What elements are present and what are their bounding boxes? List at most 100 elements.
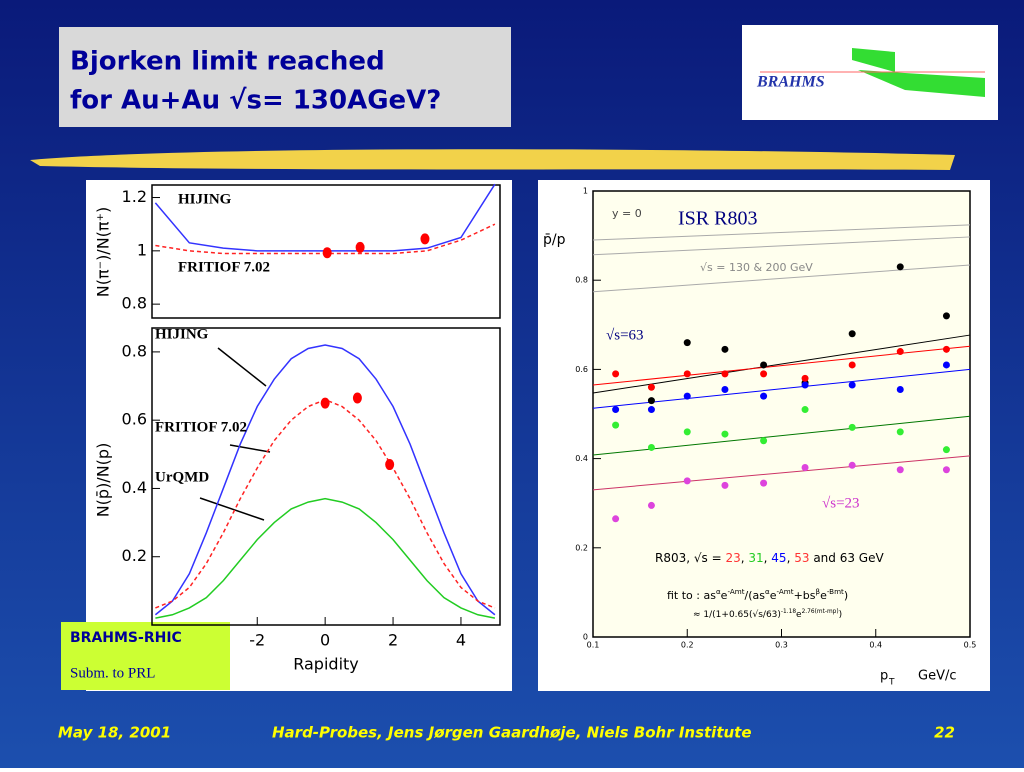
fit-line [592, 415, 971, 456]
data-point [801, 464, 809, 472]
data-point [801, 374, 809, 382]
y-tick-label: 0.4 [122, 478, 147, 497]
legend-part: 53 [794, 551, 809, 565]
data-point [721, 481, 729, 489]
data-point [760, 361, 768, 369]
plot-frame [151, 327, 501, 626]
fit-line [592, 345, 971, 386]
y-tick-label: 0.2 [575, 543, 588, 552]
data-point [612, 515, 620, 523]
fit-line [592, 455, 971, 491]
legend-part: 31 [748, 551, 763, 565]
note-text: Subm. to PRL [70, 665, 155, 681]
data-point [612, 370, 620, 378]
fit-approx-part: 2.76(mt-mp) [802, 609, 839, 615]
footer-date: May 18, 2001 [58, 724, 171, 742]
data-point [647, 397, 655, 405]
data-point [942, 446, 950, 454]
fit-formula-part: α [716, 587, 721, 596]
y-axis-label: N(p̄)/N(p) [94, 443, 113, 518]
footer-event: Hard-Probes, Jens Jørgen Gaardhøje, Niel… [272, 724, 752, 742]
x-axis-label: p [880, 669, 888, 684]
y-tick-label: 0.8 [575, 276, 588, 285]
data-point [647, 443, 655, 451]
data-point [760, 392, 768, 400]
x-tick-label: 0.5 [964, 641, 977, 650]
data-point [896, 348, 904, 356]
fit-approx-part: ≈ 1/(1+0.65(√s/63) [693, 609, 781, 620]
fit-formula-part: fit to : as [667, 589, 716, 602]
data-point [683, 370, 691, 378]
annotation: y = 0 [612, 207, 642, 220]
legend-part: 23 [725, 551, 740, 565]
note-box [61, 622, 230, 690]
y-tick-label: 0.4 [575, 454, 588, 463]
footer-page: 22 [934, 724, 955, 742]
legend-part: , [741, 551, 749, 565]
fit-line [592, 224, 971, 241]
data-point [683, 477, 691, 485]
plot-background [593, 191, 970, 637]
data-point [896, 428, 904, 436]
data-point [683, 428, 691, 436]
data-point [760, 479, 768, 487]
y-tick-label: 0 [583, 633, 588, 642]
annotation: ISR R803 [678, 208, 757, 230]
data-point [848, 381, 856, 389]
y-tick-label: 0.8 [122, 294, 147, 313]
data-point [721, 345, 729, 353]
logo-shape [852, 48, 895, 72]
left-figure [86, 180, 512, 691]
x-tick-label: 0.1 [587, 641, 600, 650]
fit-formula-part: -Amt [777, 587, 794, 596]
y-tick-label: 0.6 [122, 410, 147, 429]
x-tick-label: 0.3 [775, 641, 788, 650]
data-point [896, 263, 904, 271]
data-point [647, 383, 655, 391]
note-title: BRAHMS-RHIC [70, 630, 182, 646]
data-point [942, 361, 950, 369]
y-tick-label: 0.6 [575, 365, 588, 374]
data-point [896, 385, 904, 393]
fit-formula-part: e [721, 589, 728, 602]
data-point [801, 381, 809, 389]
data-point [721, 370, 729, 378]
arrows [199, 347, 271, 521]
fit-approx-part: ) [839, 610, 843, 620]
x-axis-unit: GeV/c [918, 669, 957, 684]
curve-label: HIJING [178, 191, 232, 207]
fit-formula-part: ) [844, 589, 848, 602]
divider-stroke [30, 149, 955, 170]
fit-approx-part: -1.18 [781, 609, 796, 615]
y-axis-label: N(π⁻)/N(π⁺) [94, 207, 113, 297]
fit-approx-part: e [796, 610, 802, 620]
data-point [355, 241, 365, 253]
data-point [352, 392, 362, 404]
data-point [721, 430, 729, 438]
data-point [612, 406, 620, 414]
curve-label: UrQMD [155, 469, 209, 485]
fit-formula-part: -Bmt [827, 587, 844, 596]
y-tick-label: 0.8 [122, 341, 147, 360]
curve-label: HIJING [155, 326, 209, 342]
data-point [848, 330, 856, 338]
data-point [760, 437, 768, 445]
x-axis-label: Rapidity [293, 655, 359, 674]
fit-line [592, 334, 971, 394]
x-axis-label-sub: T [888, 678, 895, 688]
fit-formula-part: /(as [745, 589, 766, 602]
legend-part: 45 [771, 551, 786, 565]
data-point [320, 397, 330, 409]
data-point [896, 466, 904, 474]
x-tick-label: 2 [388, 631, 398, 650]
y-axis-label: p̄/p [543, 232, 566, 248]
title-box [59, 27, 511, 127]
y-tick-label: 0.2 [122, 546, 147, 565]
data-point [683, 339, 691, 347]
data-point [683, 392, 691, 400]
logo-shape [858, 70, 985, 97]
fit-formula-part: α [765, 587, 770, 596]
fit-formula-part: +bs [794, 589, 816, 602]
data-point [942, 312, 950, 320]
